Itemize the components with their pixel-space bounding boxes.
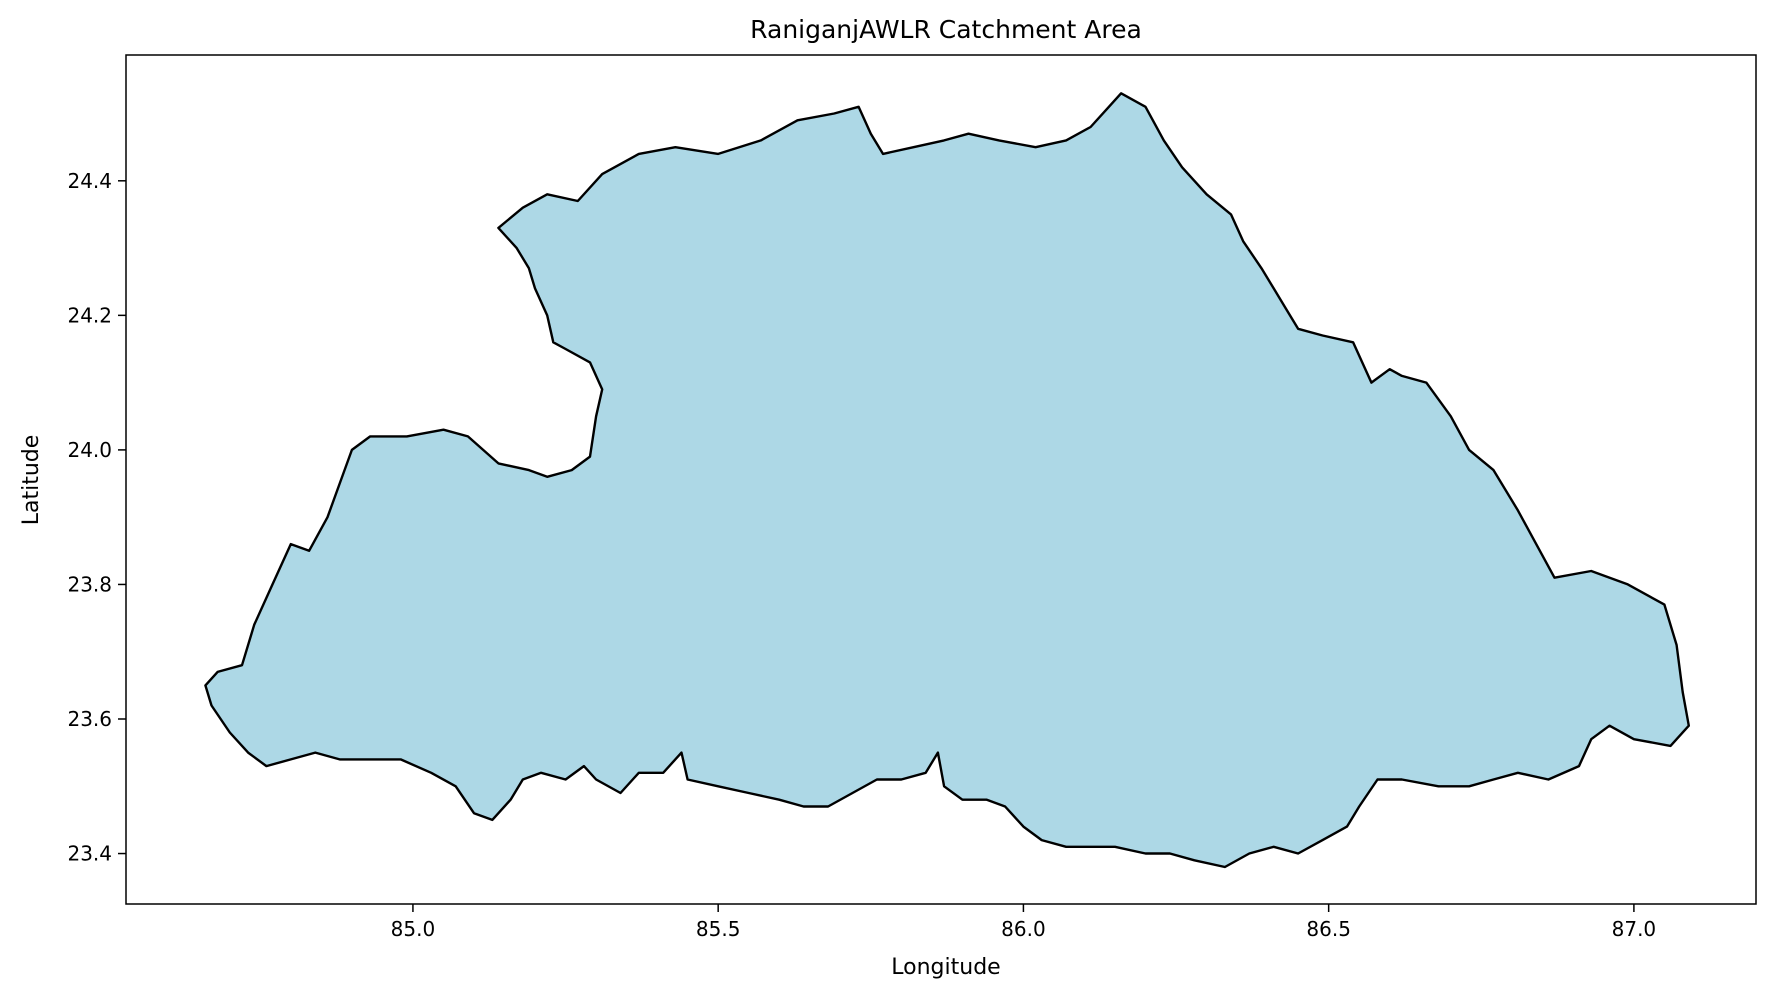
y-tick-label: 23.6 xyxy=(67,707,112,731)
x-tick-label: 85.5 xyxy=(696,917,741,941)
x-axis-ticks: 85.0 85.5 86.0 86.5 87.0 xyxy=(391,904,1657,941)
x-tick-label: 85.0 xyxy=(391,917,436,941)
x-tick-label: 87.0 xyxy=(1612,917,1657,941)
plot-area xyxy=(125,54,1757,905)
y-tick-label: 24.0 xyxy=(67,438,112,462)
map-title: RaniganjAWLR Catchment Area xyxy=(750,15,1142,44)
y-tick-label: 23.8 xyxy=(67,572,112,596)
y-axis-ticks: 23.4 23.6 23.8 24.0 24.2 24.4 xyxy=(67,169,126,866)
y-tick-label: 24.2 xyxy=(67,303,112,327)
y-tick-label: 24.4 xyxy=(67,169,112,193)
y-axis-label: Latitude xyxy=(19,435,44,526)
x-tick-label: 86.5 xyxy=(1306,917,1351,941)
catchment-polygon[interactable] xyxy=(204,92,1690,869)
y-tick-label: 23.4 xyxy=(67,842,112,866)
x-tick-label: 86.0 xyxy=(1001,917,1046,941)
x-axis-label: Longitude xyxy=(891,955,1000,980)
plot-frame xyxy=(125,54,1757,905)
